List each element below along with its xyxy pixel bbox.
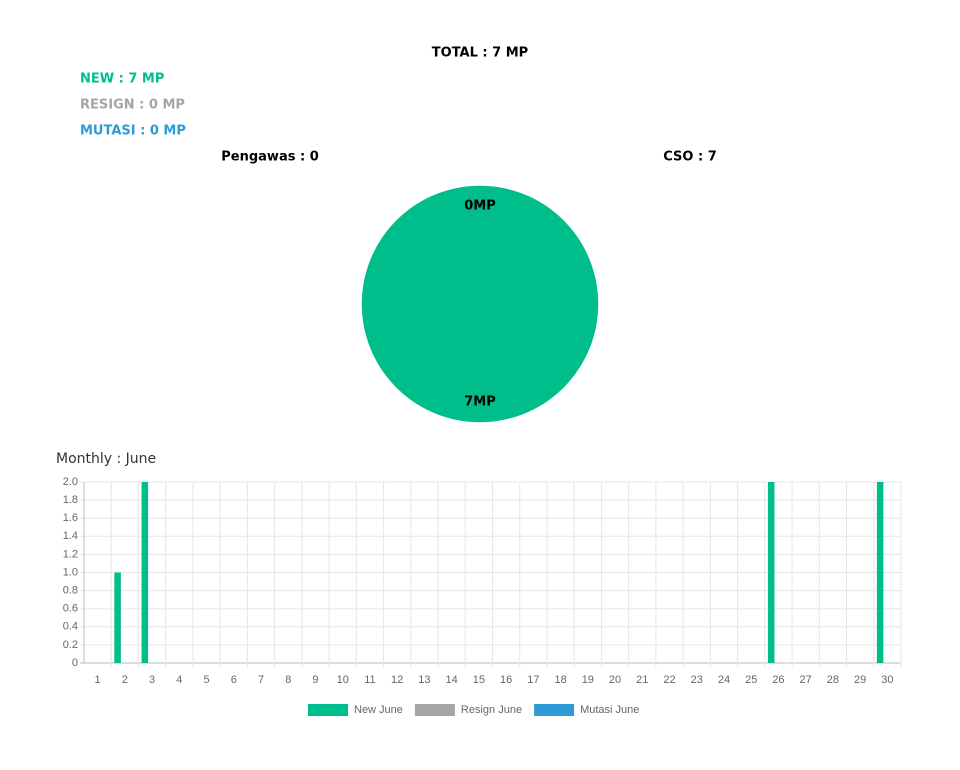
- x-tick-label: 6: [231, 674, 237, 686]
- pie-label: 0MP: [464, 199, 496, 214]
- x-tick-label: 10: [337, 674, 349, 686]
- y-tick-label: 1.0: [63, 566, 78, 578]
- bar: [767, 482, 775, 663]
- legend-swatch: [308, 704, 348, 716]
- total-title: TOTAL : 7 MP: [432, 46, 528, 61]
- x-tick-label: 29: [854, 674, 866, 686]
- x-tick-label: 21: [636, 674, 648, 686]
- x-tick-label: 19: [582, 674, 594, 686]
- x-tick-label: 27: [800, 674, 812, 686]
- y-tick-label: 0.6: [63, 603, 78, 615]
- summary-item: RESIGN : 0 MP: [80, 98, 185, 113]
- x-tick-label: 15: [473, 674, 485, 686]
- bar: [114, 572, 121, 663]
- x-tick-label: 30: [881, 674, 893, 686]
- x-tick-label: 18: [554, 674, 566, 686]
- x-tick-label: 24: [718, 674, 730, 686]
- x-tick-label: 3: [149, 674, 155, 686]
- x-tick-label: 20: [609, 674, 621, 686]
- bar: [141, 482, 149, 663]
- legend-label: Resign June: [461, 704, 522, 716]
- x-tick-label: 1: [95, 674, 101, 686]
- x-tick-label: 22: [663, 674, 675, 686]
- x-tick-label: 25: [745, 674, 757, 686]
- pie-category: CSO : 7: [663, 150, 717, 165]
- pie-category: Pengawas : 0: [221, 150, 319, 165]
- x-tick-label: 16: [500, 674, 512, 686]
- y-tick-label: 0: [72, 657, 78, 669]
- x-tick-label: 12: [391, 674, 403, 686]
- x-tick-label: 4: [176, 674, 182, 686]
- y-tick-label: 0.2: [63, 639, 78, 651]
- x-tick-label: 2: [122, 674, 128, 686]
- x-tick-label: 7: [258, 674, 264, 686]
- x-tick-label: 13: [418, 674, 430, 686]
- x-tick-label: 23: [691, 674, 703, 686]
- x-tick-label: 9: [312, 674, 318, 686]
- x-tick-label: 11: [364, 674, 375, 686]
- y-tick-label: 0.8: [63, 585, 78, 597]
- y-tick-label: 0.4: [63, 621, 78, 633]
- legend-swatch: [414, 704, 455, 716]
- legend-label: New June: [354, 704, 403, 716]
- pie-label: 7MP: [464, 395, 496, 410]
- legend-label: Mutasi June: [580, 704, 639, 716]
- x-tick-label: 26: [772, 674, 784, 686]
- y-tick-label: 1.4: [63, 530, 78, 542]
- x-tick-label: 14: [446, 674, 458, 686]
- y-tick-label: 1.8: [63, 494, 78, 506]
- x-tick-label: 8: [285, 674, 291, 686]
- y-tick-label: 1.2: [63, 548, 78, 560]
- x-tick-label: 17: [527, 674, 539, 686]
- summary-item: NEW : 7 MP: [80, 72, 164, 87]
- x-tick-label: 5: [203, 674, 209, 686]
- x-tick-label: 28: [827, 674, 839, 686]
- legend-swatch: [534, 704, 575, 716]
- bar: [876, 482, 884, 663]
- y-tick-label: 1.6: [63, 512, 78, 524]
- summary-item: MUTASI : 0 MP: [80, 124, 186, 139]
- y-tick-label: 2.0: [63, 476, 78, 488]
- pie-slice: [360, 184, 600, 424]
- monthly-title: Monthly : June: [56, 451, 156, 467]
